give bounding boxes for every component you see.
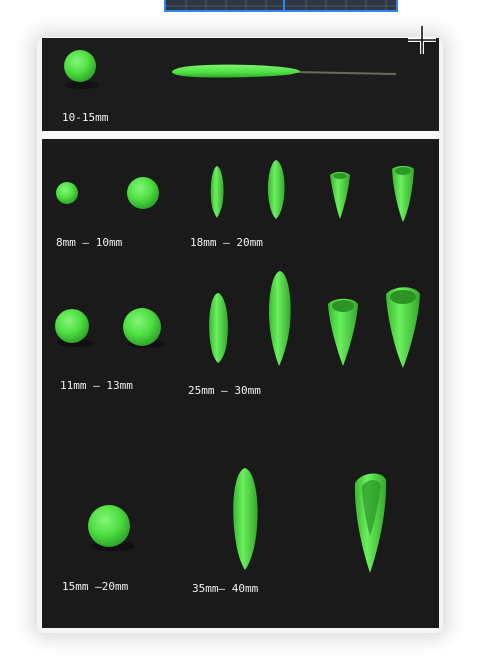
top-clay-ball [64, 50, 96, 82]
ball-8mm [56, 182, 78, 204]
label-row1-cones: 18mm — 20mm [190, 236, 263, 249]
clay-sizes-photo[interactable]: 10-15mm 8mm — 10mm 18mm — 20mm [42, 38, 439, 628]
ball-13mm [123, 308, 161, 346]
hollow-cone-25mm [328, 298, 358, 366]
ball-10mm [127, 177, 159, 209]
strip-grid [166, 0, 396, 10]
hollow-cone-18mm [330, 172, 350, 219]
label-row3-ball: 15mm —20mm [62, 580, 129, 593]
crosshair-cursor-icon [408, 26, 436, 54]
label-row3-cones: 35mm— 40mm [192, 582, 259, 595]
label-row2-balls: 11mm — 13mm [60, 379, 133, 392]
cone-30mm [269, 271, 291, 366]
ball-15mm [88, 505, 130, 547]
ball-11mm [55, 309, 89, 343]
top-panel [42, 38, 439, 131]
label-top-ball: 10-15mm [62, 111, 109, 124]
photo-canvas: 10-15mm 8mm — 10mm 18mm — 20mm [42, 38, 439, 628]
cone-35mm [233, 468, 258, 570]
wire-stem [293, 71, 397, 75]
cone-20mm [267, 160, 285, 219]
top-thumbnail-strip[interactable] [164, 0, 398, 12]
label-row2-cones: 25mm — 30mm [188, 384, 261, 397]
cone-25mm [209, 293, 229, 363]
clay-log [172, 64, 300, 78]
hollow-cone-30mm [386, 287, 420, 368]
cone-18mm [210, 166, 224, 218]
hollow-cone-20mm [392, 166, 414, 222]
label-row1-balls: 8mm — 10mm [56, 236, 123, 249]
